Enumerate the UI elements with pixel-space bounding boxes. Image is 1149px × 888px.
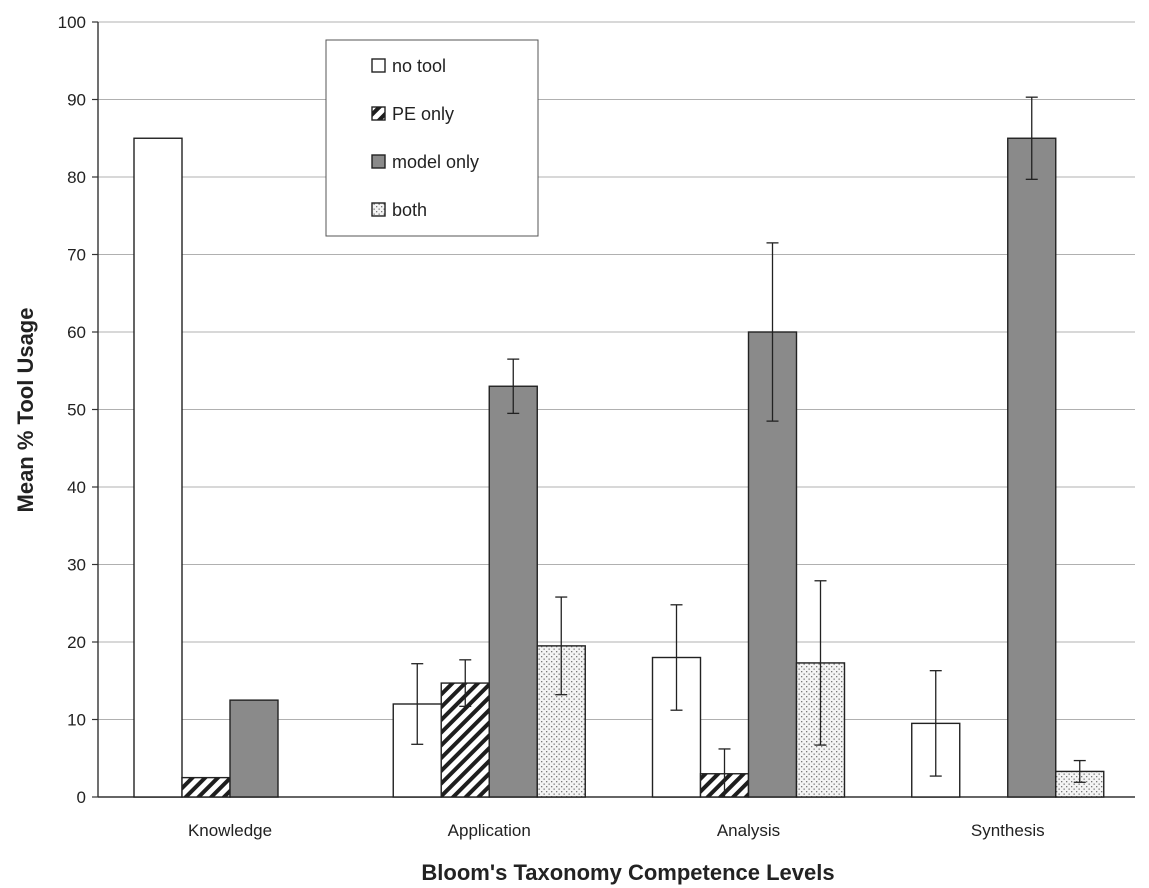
y-tick-label: 50 [67, 401, 86, 420]
bar [133, 137, 183, 798]
y-tick-label: 20 [67, 633, 86, 652]
legend-swatch [371, 58, 386, 73]
y-tick-label: 80 [67, 168, 86, 187]
y-tick-label: 60 [67, 323, 86, 342]
y-tick-label: 0 [77, 788, 86, 807]
legend-item-label: no tool [392, 56, 446, 76]
x-tick-label: Synthesis [971, 821, 1045, 840]
legend-item-label: both [392, 200, 427, 220]
bar [488, 385, 538, 798]
error-bars [411, 96, 1086, 798]
legend-item-label: model only [392, 152, 479, 172]
bar [1007, 137, 1057, 798]
legend-item-label: PE only [392, 104, 454, 124]
gridlines [92, 21, 1135, 798]
x-tick-labels: Knowledge Application Analysis Synthesis [188, 821, 1045, 840]
legend-swatch [371, 106, 386, 121]
legend-swatch [371, 154, 386, 169]
x-tick-label: Application [448, 821, 531, 840]
legend-swatch [371, 202, 386, 217]
y-tick-label: 90 [67, 91, 86, 110]
y-tick-label: 40 [67, 478, 86, 497]
y-axis-title: Mean % Tool Usage [13, 308, 38, 513]
legend-box [325, 39, 539, 237]
bar [229, 699, 279, 798]
bars [133, 137, 1105, 798]
bar [181, 776, 231, 798]
legend: no tool PE only model only both [325, 39, 539, 237]
x-tick-label: Knowledge [188, 821, 272, 840]
y-tick-labels: 0 10 20 30 40 50 60 70 80 90 100 [58, 13, 86, 807]
x-tick-label: Analysis [717, 821, 780, 840]
y-tick-label: 10 [67, 711, 86, 730]
x-axis-title: Bloom's Taxonomy Competence Levels [421, 860, 834, 885]
y-tick-label: 30 [67, 556, 86, 575]
y-tick-label: 70 [67, 246, 86, 265]
y-tick-label: 100 [58, 13, 86, 32]
